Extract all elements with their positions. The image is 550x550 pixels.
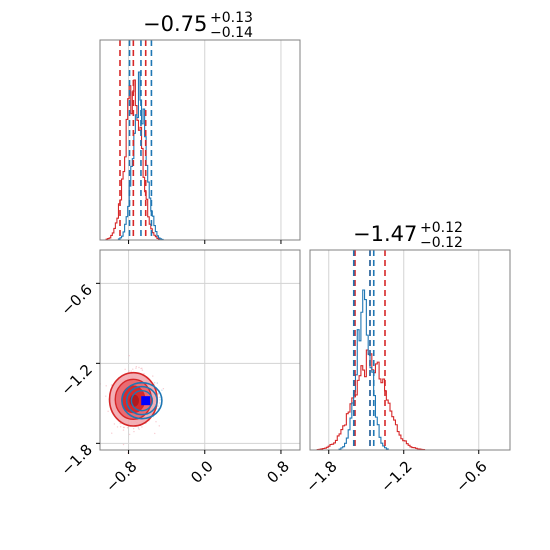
- scatter-xtick-label: −0.8: [102, 457, 140, 495]
- hist-y-title-value: −1.47: [353, 222, 417, 246]
- scatter-point-blue: [137, 427, 140, 429]
- scatter-point-blue: [159, 396, 161, 399]
- scatter-ytick-label: −1.8: [58, 441, 96, 479]
- scatter-blue-contour-mid: [125, 385, 158, 416]
- scatter-xtick-label: 0.8: [263, 457, 293, 487]
- scatter-point-red: [132, 368, 134, 370]
- scatter-point-red: [141, 367, 143, 369]
- hist-y-xtick-label: −1.8: [302, 457, 340, 495]
- scatter-point-red: [158, 425, 160, 427]
- scatter-ytick-label: −0.6: [58, 281, 96, 319]
- scatter-point-red: [152, 375, 154, 377]
- scatter-point-red: [130, 370, 132, 372]
- scatter-ytick-label: −1.2: [58, 361, 96, 399]
- panel-hist-x-frame: [99, 39, 301, 241]
- scatter-point-red: [122, 429, 125, 431]
- scatter-point-red: [132, 428, 135, 430]
- scatter-point-red: [159, 402, 161, 404]
- scatter-point-blue: [156, 382, 159, 384]
- scatter-point-red: [155, 421, 157, 423]
- scatter-point-red: [128, 354, 130, 357]
- scatter-blue-contour-outer: [121, 381, 163, 420]
- hist-y-title: −1.47: [353, 222, 417, 246]
- panel-scatter: −0.8 0.0 0.8 −1.8 −1.2 −0.6: [58, 249, 301, 496]
- scatter-point-red: [119, 422, 121, 425]
- scatter-point-blue: [159, 399, 161, 401]
- panel-hist-y-background: [310, 250, 510, 450]
- scatter-truth-marker: [141, 396, 151, 406]
- scatter-point-red: [110, 384, 113, 386]
- hist-x-title-value: −0.75: [143, 12, 207, 36]
- panel-hist-y: −1.8 −1.2 −0.6 −1.47 +0.12 −0.12: [302, 220, 511, 496]
- hist-y-title-sup: +0.12: [420, 220, 463, 236]
- scatter-point-red: [128, 370, 130, 372]
- scatter-point-blue: [153, 382, 156, 384]
- scatter-xtick-label: 0.0: [187, 457, 217, 487]
- scatter-point-red: [126, 427, 129, 429]
- scatter-point-red: [107, 410, 109, 413]
- scatter-point-red: [135, 366, 138, 368]
- scatter-point-red: [141, 369, 144, 371]
- scatter-blue-contour-inner: [130, 389, 154, 412]
- scatter-point-red: [141, 426, 143, 428]
- scatter-point-red: [111, 432, 113, 434]
- panel-hist-x: −0.75 +0.13 −0.14: [99, 10, 301, 244]
- scatter-point-red: [138, 428, 140, 430]
- hist-x-title-sup: +0.13: [210, 10, 253, 26]
- scatter-point-red: [143, 373, 145, 375]
- scatter-point-red: [135, 367, 137, 369]
- hist-x-title: −0.75: [143, 12, 207, 36]
- scatter-point-red: [123, 426, 125, 429]
- scatter-point-red: [113, 423, 116, 425]
- scatter-point-red: [105, 385, 107, 387]
- hist-y-title-sub: −0.12: [420, 235, 463, 251]
- scatter-point-red: [154, 432, 156, 435]
- scatter-point-red: [128, 433, 131, 436]
- scatter-point-red: [133, 430, 135, 433]
- scatter-point-red: [116, 426, 119, 428]
- scatter-point-red: [122, 443, 125, 446]
- scatter-point-red: [105, 395, 107, 397]
- hist-y-xtick-label: −0.6: [452, 457, 490, 495]
- panel-hist-y-frame: [309, 249, 511, 451]
- scatter-point-red: [138, 366, 140, 369]
- scatter-point-red: [162, 388, 165, 390]
- scatter-point-blue: [157, 405, 159, 407]
- panel-scatter-frame: [99, 249, 301, 451]
- hist-y-xtick-label: −1.2: [377, 457, 415, 495]
- scatter-point-blue: [157, 393, 160, 395]
- scatter-point-red: [119, 426, 122, 428]
- scatter-point-red: [124, 368, 126, 371]
- scatter-point-blue: [161, 389, 163, 391]
- hist-x-title-sub: −0.14: [210, 25, 253, 41]
